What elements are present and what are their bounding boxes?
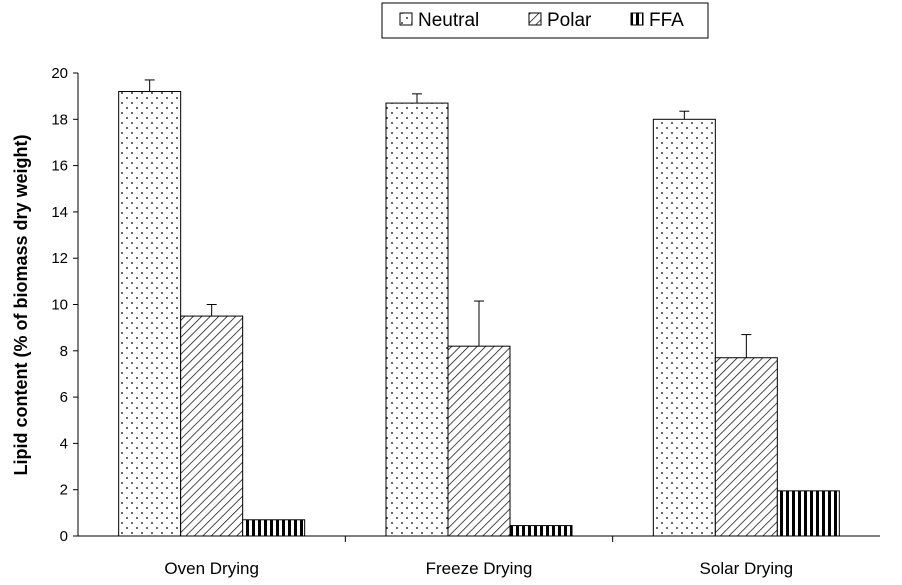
y-tick-label: 2 [60, 482, 68, 499]
legend-label-neutral: Neutral [418, 10, 479, 31]
y-tick-label: 8 [60, 343, 68, 360]
legend-swatch-ffa [630, 12, 644, 26]
bar-polar-oven-drying [180, 315, 244, 537]
bar-neutral-oven-drying [118, 91, 182, 537]
legend-box [381, 2, 709, 39]
legend-swatch-polar [528, 12, 542, 26]
bar-neutral-freeze-drying [385, 102, 449, 537]
y-tick-label: 6 [60, 389, 68, 406]
x-categories: Oven Drying Freeze Drying Solar Drying [164, 559, 793, 578]
legend-label-polar: Polar [547, 10, 592, 31]
y-tick-label: 16 [51, 158, 68, 175]
x-category-label: Oven Drying [164, 559, 258, 578]
bar-polar-solar-drying [714, 357, 778, 537]
x-category-label: Freeze Drying [426, 559, 533, 578]
x-category-label: Solar Drying [700, 559, 794, 578]
bars [118, 79, 840, 537]
y-ticks: 0 2 4 6 8 10 12 14 16 18 20 [51, 65, 78, 545]
y-tick-label: 18 [51, 111, 68, 128]
bar-polar-freeze-drying [447, 345, 511, 537]
y-tick-label: 10 [51, 297, 68, 314]
legend-label-ffa: FFA [649, 10, 684, 31]
bar-ffa-freeze-drying [509, 525, 573, 537]
y-tick-label: 14 [51, 204, 68, 221]
legend: Neutral Polar FFA [381, 2, 709, 39]
bar-ffa-oven-drying [242, 519, 306, 537]
legend-swatch-neutral [399, 12, 413, 26]
y-tick-label: 0 [60, 528, 68, 545]
y-tick-label: 20 [51, 65, 68, 82]
bar-neutral-solar-drying [652, 118, 716, 537]
y-axis-title: Lipid content (% of biomass dry weight) [11, 134, 31, 475]
y-tick-label: 4 [60, 435, 68, 452]
bar-ffa-solar-drying [776, 490, 840, 537]
y-tick-label: 12 [51, 250, 68, 267]
